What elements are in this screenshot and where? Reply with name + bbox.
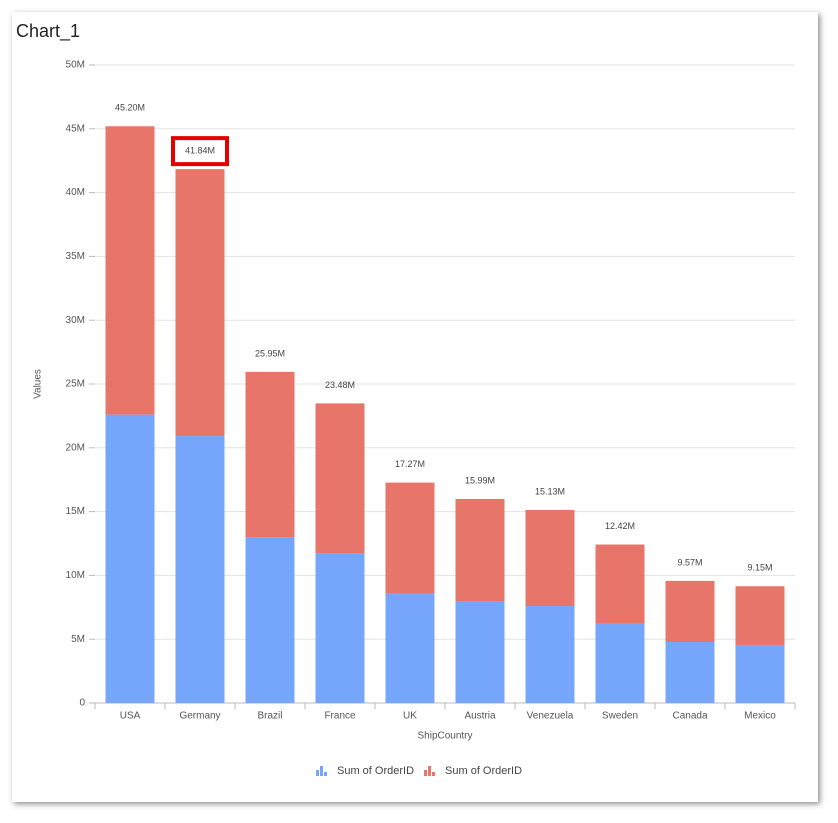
- y-tick-label: 0: [79, 698, 85, 709]
- total-label: 41.84M: [185, 145, 215, 155]
- y-tick-label: 50M: [66, 60, 85, 71]
- x-tick-label: France: [324, 711, 356, 722]
- bar-segment: [385, 593, 435, 703]
- x-tick-label: UK: [403, 711, 417, 722]
- total-label: 12.42M: [605, 521, 635, 531]
- y-tick-label: 15M: [66, 506, 85, 517]
- bar-segment: [105, 414, 155, 703]
- x-tick-label: Germany: [179, 711, 220, 722]
- legend-icon: [432, 772, 436, 776]
- legend-icon: [316, 770, 319, 776]
- legend-icon: [428, 766, 432, 776]
- bar-segment: [595, 544, 645, 623]
- bar-segment: [385, 482, 435, 594]
- y-tick-label: 40M: [66, 187, 85, 198]
- legend-label: Sum of OrderID: [445, 765, 522, 777]
- total-label: 9.15M: [747, 563, 772, 573]
- x-tick-label: Brazil: [257, 711, 282, 722]
- bar-segment: [245, 537, 295, 703]
- x-tick-label: Sweden: [602, 711, 638, 722]
- bar-segment: [455, 498, 505, 602]
- legend-label: Sum of OrderID: [337, 765, 414, 777]
- bar-segment: [245, 371, 295, 538]
- y-axis-title: Values: [33, 369, 44, 399]
- x-tick-label: Mexico: [744, 711, 776, 722]
- bar-segment: [315, 403, 365, 554]
- y-tick-label: 25M: [66, 379, 85, 390]
- bar-segment: [455, 601, 505, 703]
- y-tick-label: 10M: [66, 570, 85, 581]
- total-label: 45.20M: [115, 103, 145, 113]
- legend-icon: [320, 766, 323, 776]
- chart-title: Chart_1: [16, 21, 80, 42]
- bar-segment: [735, 644, 785, 703]
- x-tick-label: USA: [120, 711, 141, 722]
- bar-segment: [105, 126, 155, 415]
- total-label: 9.57M: [677, 557, 702, 567]
- label-background: [176, 141, 224, 162]
- x-axis-title: ShipCountry: [417, 731, 472, 742]
- y-tick-label: 30M: [66, 315, 85, 326]
- bar-segment: [665, 580, 715, 643]
- total-label: 23.48M: [325, 380, 355, 390]
- bar-segment: [735, 586, 785, 645]
- bar-segment: [665, 642, 715, 703]
- total-label: 15.13M: [535, 486, 565, 496]
- bar-segment: [175, 436, 225, 703]
- legend-icon: [324, 772, 327, 776]
- y-tick-label: 45M: [66, 123, 85, 134]
- y-tick-label: 5M: [71, 634, 85, 645]
- total-label: 15.99M: [465, 475, 495, 485]
- x-tick-label: Canada: [672, 711, 707, 722]
- x-tick-label: Austria: [464, 711, 496, 722]
- total-label: 17.27M: [395, 459, 425, 469]
- bar-segment: [525, 606, 575, 703]
- x-tick-label: Venezuela: [527, 711, 574, 722]
- total-label: 25.95M: [255, 348, 285, 358]
- y-tick-label: 35M: [66, 251, 85, 262]
- bar-segment: [175, 169, 225, 437]
- bar-segment: [315, 553, 365, 703]
- y-tick-label: 20M: [66, 442, 85, 453]
- bar-segment: [525, 509, 575, 607]
- bar-segment: [595, 622, 645, 703]
- legend-icon: [424, 770, 428, 776]
- highlight-box: [171, 136, 229, 167]
